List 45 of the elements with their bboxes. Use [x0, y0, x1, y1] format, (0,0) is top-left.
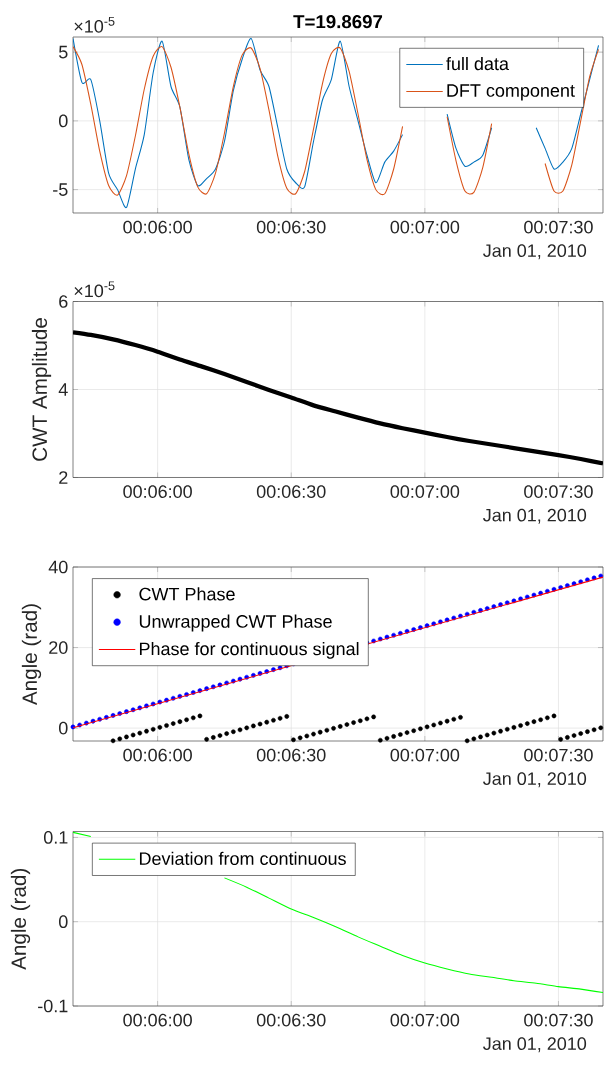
y-tick-label: -0.1 [38, 999, 68, 1013]
y-tick-label: 2 [59, 471, 68, 484]
legend-label: Phase for continuous signal [139, 642, 359, 659]
y-axis-title: Angle (rad) [10, 868, 31, 970]
y-axis-title: Angle (rad) [21, 604, 42, 706]
x-tick-label: 00:07:00 [390, 1013, 460, 1027]
x-tick-label: 00:06:00 [123, 748, 192, 762]
x-tick-label: 00:06:00 [123, 1013, 192, 1027]
text: ×10$^{-5}$ [74, 16, 115, 33]
x-tick-label: 00:06:30 [256, 748, 326, 762]
y-tick-label: 4 [58, 383, 68, 396]
y-tick-label: 5 [58, 45, 68, 59]
x-tick-label: 00:07:30 [524, 748, 593, 762]
y-tick-label: 20 [49, 641, 68, 654]
legend-label: DFT component [447, 84, 575, 101]
y-tick-label: 0 [58, 721, 68, 735]
text: ×10$^{-5}$ [74, 281, 115, 298]
y-tick-label: 0 [58, 114, 68, 128]
text: Jan 01, 2010 [483, 244, 587, 260]
y-tick-label: -5 [53, 183, 68, 196]
text: Jan 01, 2010 [483, 508, 587, 524]
x-tick-label: 00:07:30 [524, 220, 593, 234]
y-tick-label: 6 [59, 295, 68, 308]
x-tick-label: 00:06:00 [123, 220, 192, 234]
y-tick-label: 0.1 [43, 831, 68, 844]
line-series [73, 330, 603, 466]
chart-title: T=19.8697 [293, 15, 383, 29]
x-tick-label: 00:06:00 [123, 485, 192, 498]
y-tick-label: 0 [58, 915, 68, 929]
y-axis-title: CWT Amplitude [31, 318, 52, 461]
legend-label: full data [446, 56, 509, 71]
x-tick-label: 00:07:30 [524, 485, 593, 498]
legend-label: Unwrapped CWT Phase [139, 614, 332, 632]
legend-label: Deviation from continuous [139, 851, 346, 865]
legend-label: CWT Phase [139, 587, 235, 601]
x-tick-label: 00:07:00 [390, 485, 460, 498]
x-tick-label: 00:07:00 [390, 748, 460, 762]
x-tick-label: 00:06:30 [256, 220, 326, 234]
x-tick-label: 00:06:30 [256, 1013, 326, 1027]
x-tick-label: 00:07:30 [524, 1013, 593, 1027]
x-tick-label: 00:07:00 [390, 220, 460, 234]
text: Jan 01, 2010 [483, 1037, 587, 1053]
text: Jan 01, 2010 [483, 772, 587, 788]
x-tick-label: 00:06:30 [256, 485, 326, 498]
y-tick-label: 40 [48, 560, 68, 574]
